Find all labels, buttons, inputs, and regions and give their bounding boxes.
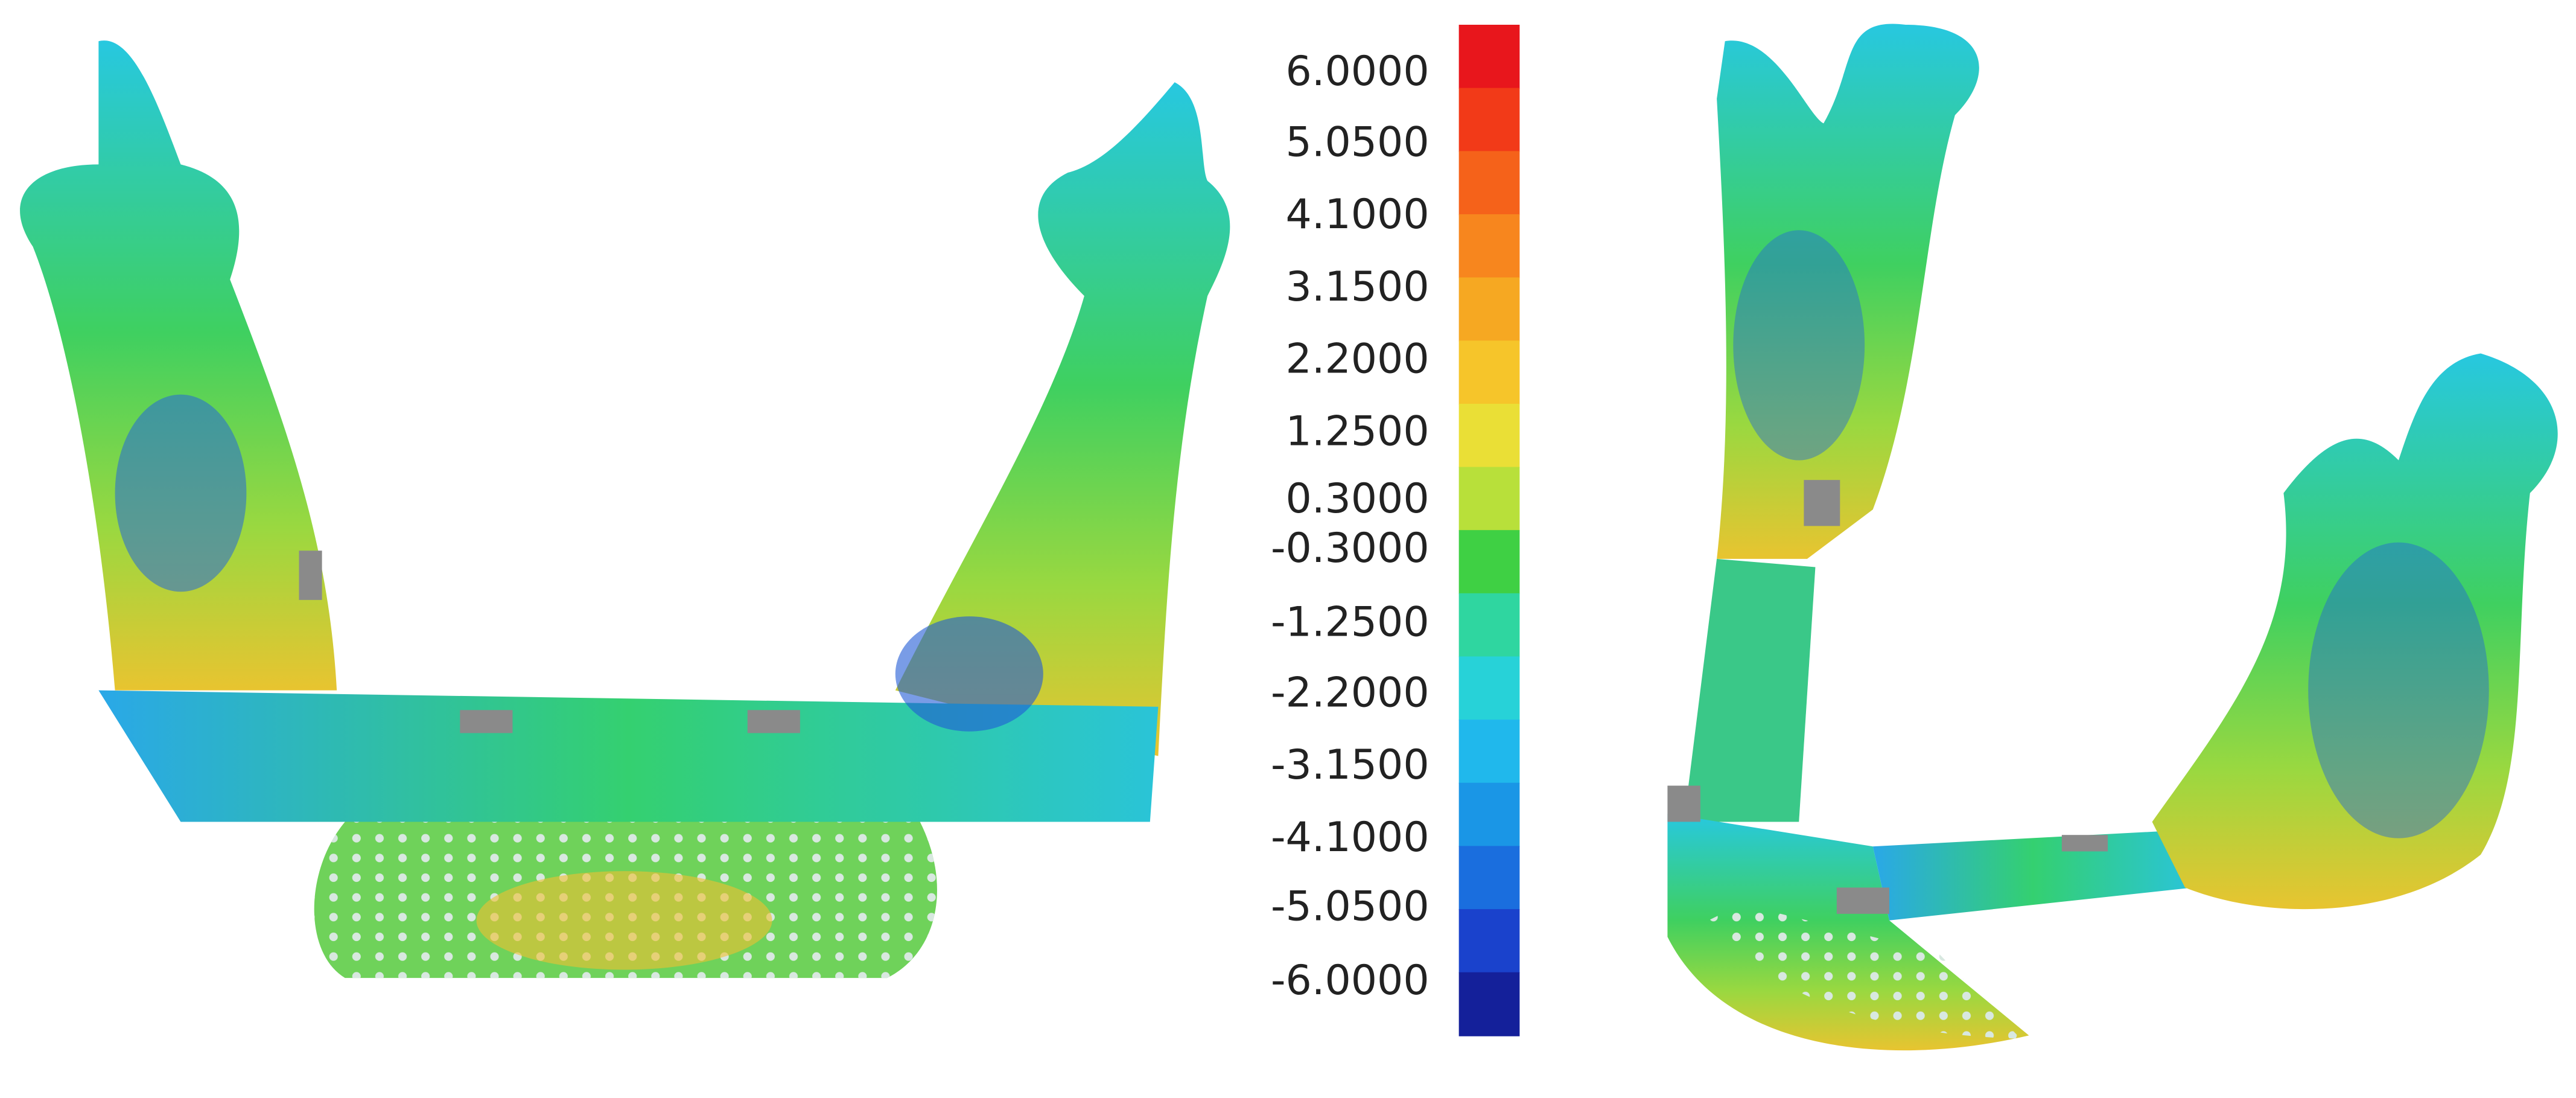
legend-color-band (1458, 24, 1520, 89)
color-legend: 6.0000 5.0500 4.1000 3.1500 2.2000 1.2500 0.30… (1271, 24, 1520, 1036)
legend-color-band (1458, 403, 1520, 468)
legend-label: 6.0000 (1286, 48, 1430, 95)
legend-label: 0.3000 (1286, 475, 1430, 523)
legend-label: -0.3000 (1271, 525, 1430, 572)
legend-color-band (1458, 909, 1520, 974)
legend-label: -4.1000 (1271, 814, 1430, 861)
legend-color-band (1458, 467, 1520, 531)
legend-label: -2.2000 (1271, 669, 1430, 717)
legend-color-band (1458, 656, 1520, 721)
legend-label: -6.0000 (1271, 957, 1430, 1004)
legend-label: 1.2500 (1286, 407, 1430, 455)
legend-label: -1.2500 (1271, 598, 1430, 646)
legend-color-band (1458, 88, 1520, 152)
legend-label: 2.2000 (1286, 336, 1430, 383)
legend-label: -5.0500 (1271, 883, 1430, 930)
legend-color-band (1458, 214, 1520, 278)
left-mandible-view (20, 40, 1230, 978)
legend-color-band (1458, 593, 1520, 657)
legend-color-band (1458, 530, 1520, 595)
legend-label: 5.0500 (1286, 118, 1430, 166)
legend-label: -3.1500 (1271, 741, 1430, 789)
legend-color-band (1458, 782, 1520, 847)
legend-color-band (1458, 972, 1520, 1036)
legend-color-band (1458, 846, 1520, 910)
legend-color-band (1458, 277, 1520, 342)
legend-label: 4.1000 (1286, 191, 1430, 238)
legend-color-band (1458, 340, 1520, 405)
right-mandible-view (1667, 24, 2558, 1051)
legend-color-band (1458, 720, 1520, 784)
legend-label: 3.1500 (1286, 263, 1430, 311)
legend-color-band (1458, 151, 1520, 215)
